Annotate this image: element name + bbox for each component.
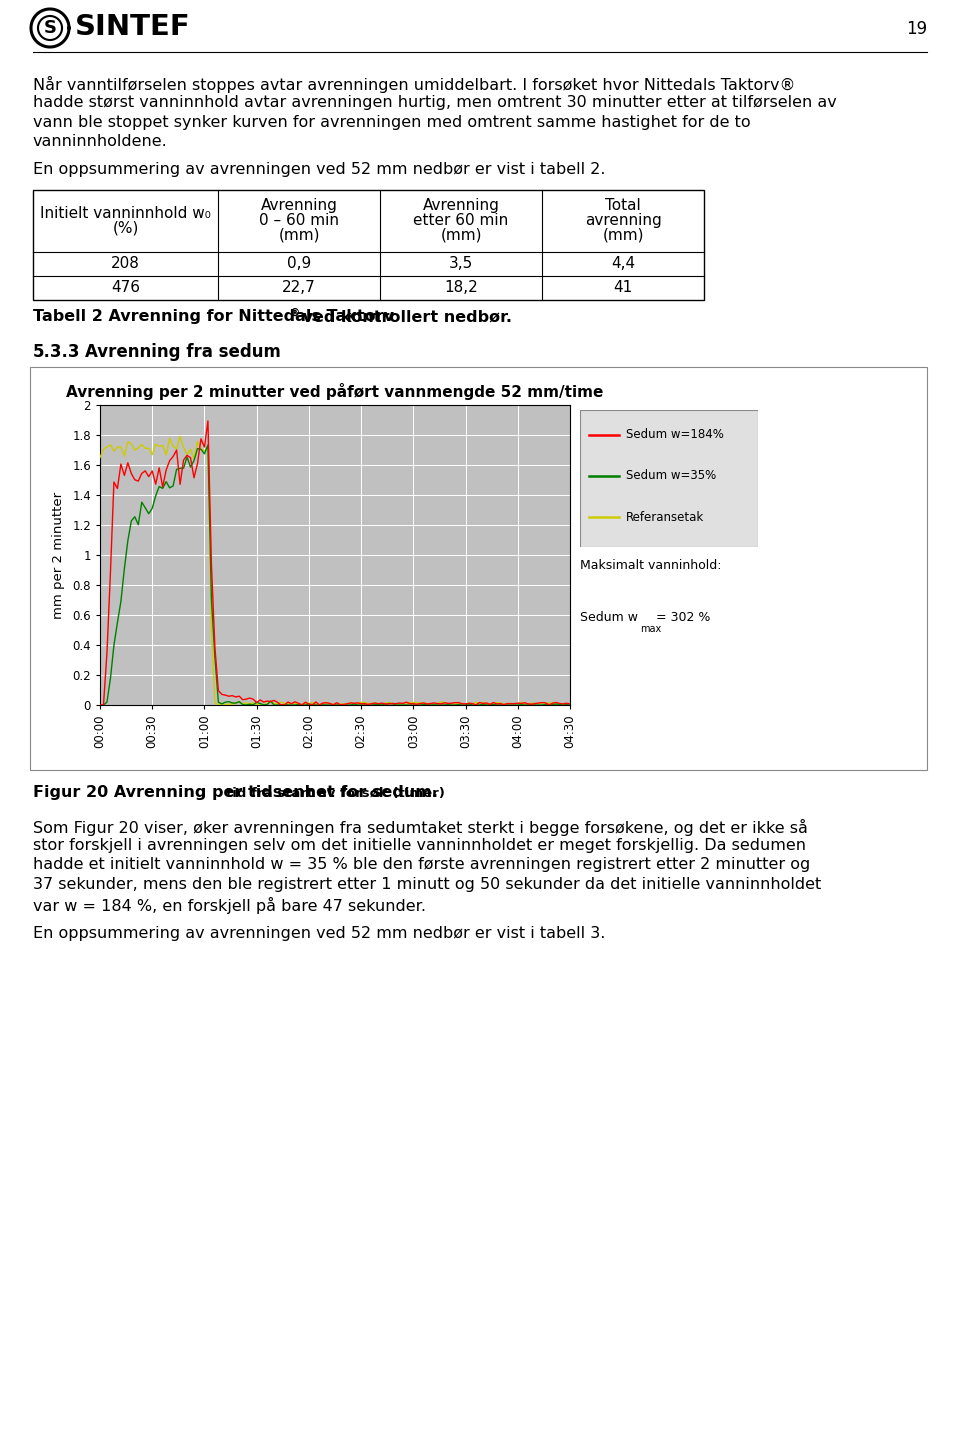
Text: Tabell 2 Avrenning for Nittedals Taktorv: Tabell 2 Avrenning for Nittedals Taktorv (33, 309, 394, 324)
Text: 3,5: 3,5 (449, 256, 473, 270)
Text: 41: 41 (613, 281, 633, 295)
Text: (mm): (mm) (602, 228, 644, 243)
Text: stor forskjell i avrenningen selv om det initielle vanninnholdet er meget forskj: stor forskjell i avrenningen selv om det… (33, 839, 806, 853)
Text: 208: 208 (111, 256, 140, 270)
Y-axis label: mm per 2 minutter: mm per 2 minutter (52, 492, 65, 619)
Text: 19: 19 (906, 20, 927, 38)
Text: En oppsummering av avrenningen ved 52 mm nedbør er vist i tabell 2.: En oppsummering av avrenningen ved 52 mm… (33, 162, 606, 176)
Text: avrenning: avrenning (585, 213, 661, 228)
Text: (mm): (mm) (278, 228, 320, 243)
Text: 37 sekunder, mens den ble registrert etter 1 minutt og 50 sekunder da det initie: 37 sekunder, mens den ble registrert ett… (33, 878, 821, 892)
Text: Figur 20 Avrenning per tidsenhet for sedum.: Figur 20 Avrenning per tidsenhet for sed… (33, 785, 438, 800)
Text: = 302 %: = 302 % (656, 612, 710, 625)
Text: Avrenning: Avrenning (260, 198, 337, 213)
Text: 22,7: 22,7 (282, 281, 316, 295)
Text: (mm): (mm) (441, 228, 482, 243)
Text: hadde et initielt vanninnhold w = 35 % ble den første avrenningen registrert ett: hadde et initielt vanninnhold w = 35 % b… (33, 857, 810, 872)
Text: 0,9: 0,9 (287, 256, 311, 270)
Text: max: max (640, 625, 661, 633)
Text: Når vanntilførselen stoppes avtar avrenningen umiddelbart. I forsøket hvor Nitte: Når vanntilførselen stoppes avtar avrenn… (33, 77, 796, 93)
Text: 4,4: 4,4 (611, 256, 636, 270)
Text: Som Figur 20 viser, øker avrenningen fra sedumtaket sterkt i begge forsøkene, og: Som Figur 20 viser, øker avrenningen fra… (33, 818, 808, 836)
Text: 476: 476 (111, 281, 140, 295)
Text: 18,2: 18,2 (444, 281, 478, 295)
Text: 0 – 60 min: 0 – 60 min (259, 213, 339, 228)
Text: Avrenning: Avrenning (422, 198, 499, 213)
Bar (33, 189, 704, 299)
Text: var w = 184 %, en forskjell på bare 47 sekunder.: var w = 184 %, en forskjell på bare 47 s… (33, 897, 426, 914)
Text: ®: ® (290, 308, 300, 318)
Bar (30, 367, 927, 771)
Text: Total: Total (605, 198, 641, 213)
Text: vanninnholdene.: vanninnholdene. (33, 134, 168, 149)
Text: SINTEF: SINTEF (75, 13, 191, 40)
Text: Sedum w=35%: Sedum w=35% (626, 470, 716, 483)
Text: Initielt vanninnhold w₀: Initielt vanninnhold w₀ (40, 205, 211, 220)
Text: Sedum w=184%: Sedum w=184% (626, 428, 724, 441)
Text: Avrenning fra sedum: Avrenning fra sedum (85, 343, 281, 362)
Text: En oppsummering av avrenningen ved 52 mm nedbør er vist i tabell 3.: En oppsummering av avrenningen ved 52 mm… (33, 925, 606, 941)
Text: Referansetak: Referansetak (626, 510, 705, 523)
Text: (%): (%) (112, 220, 138, 236)
Text: Maksimalt vanninhold:: Maksimalt vanninhold: (580, 560, 722, 573)
Text: hadde størst vanninnhold avtar avrenningen hurtig, men omtrent 30 minutter etter: hadde størst vanninnhold avtar avrenning… (33, 95, 837, 110)
Text: etter 60 min: etter 60 min (414, 213, 509, 228)
Text: vann ble stoppet synker kurven for avrenningen med omtrent samme hastighet for d: vann ble stoppet synker kurven for avren… (33, 116, 751, 130)
Text: S: S (43, 19, 57, 38)
X-axis label: tid fra start av forsøk (timer): tid fra start av forsøk (timer) (226, 787, 444, 800)
Title: Avrenning per 2 minutter ved påført vannmengde 52 mm/time: Avrenning per 2 minutter ved påført vann… (66, 383, 604, 399)
Text: Sedum w: Sedum w (580, 612, 638, 625)
Text: 5.3.3: 5.3.3 (33, 343, 81, 362)
Text: ved kontrollert nedbør.: ved kontrollert nedbør. (297, 309, 512, 324)
